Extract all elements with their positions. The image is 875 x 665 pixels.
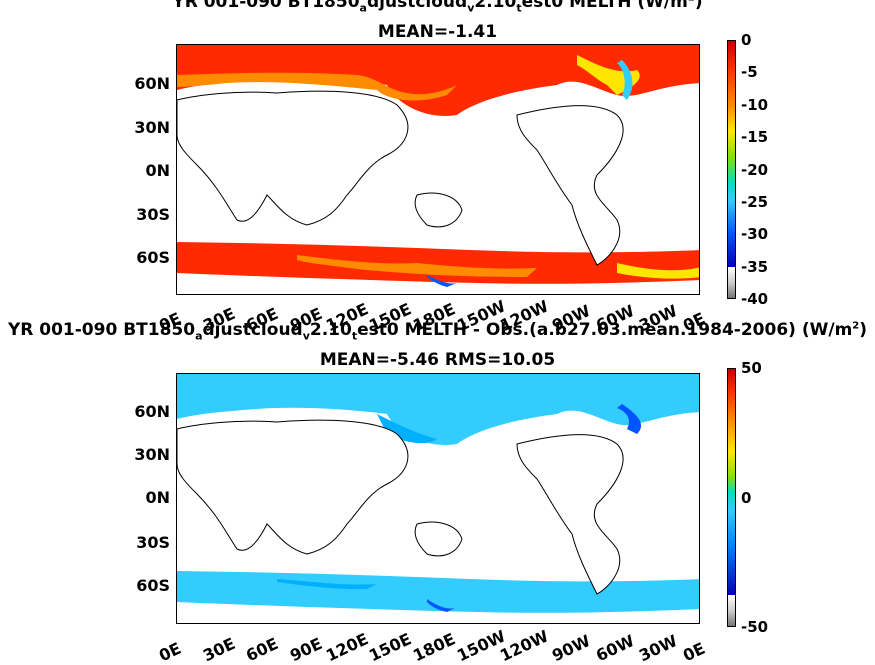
panel2-title: YR 001-090 BT1850adjustcloudv2.10test0 M… xyxy=(7,320,868,343)
panel2-lat-label: 30S xyxy=(136,533,170,552)
panel1-colorbar-tick: -5 xyxy=(741,63,758,82)
panel2-lon-label: 120E xyxy=(322,629,371,665)
panel1-lat-label: 60N xyxy=(134,74,170,93)
panel2-lon-label: 0E xyxy=(680,638,709,665)
panel1-map xyxy=(176,44,700,295)
panel1-subtitle: MEAN=-1.41 xyxy=(377,22,498,42)
panel2-lon-label: 0E xyxy=(156,638,185,665)
panel2-lon-label: 150E xyxy=(366,629,415,665)
panel1-colorbar-tick: -20 xyxy=(741,160,769,179)
panel2-colorbar-tick: 50 xyxy=(741,359,762,377)
panel1-colorbar-tick: 0 xyxy=(741,31,752,49)
panel2-lon-label: 30E xyxy=(199,633,238,665)
panel1-colorbar-tick: -30 xyxy=(741,225,769,244)
panel1-colorbar xyxy=(727,40,736,299)
panel1-colorbar-tick: -35 xyxy=(741,257,769,276)
panel1-title: YR 001-090 BT1850adjustcloudv2.10test0 M… xyxy=(172,0,703,15)
panel1-colorbar-tick: -15 xyxy=(741,128,769,147)
panel2-subtitle: MEAN=-5.46 RMS=10.05 xyxy=(319,350,556,370)
panel2-lat-label: 0N xyxy=(145,488,170,507)
panel2-lon-label: 90W xyxy=(549,631,594,665)
panel2-map xyxy=(176,373,700,624)
panel2-lat-label: 30N xyxy=(134,445,170,464)
panel1-map-field xyxy=(177,45,699,287)
panel2-lat-label: 60S xyxy=(136,576,170,595)
panel2-lon-label: 90E xyxy=(287,633,326,665)
panel2-lat-label: 60N xyxy=(134,402,170,421)
panel1-colorbar-tick: -10 xyxy=(741,95,769,114)
panel2-lon-label: 30W xyxy=(636,631,681,665)
panel2-lon-label: 60W xyxy=(592,631,637,665)
panel1-colorbar-tick: -40 xyxy=(741,290,769,308)
panel1-lat-label: 30N xyxy=(134,118,170,137)
panel2-colorbar xyxy=(727,368,736,627)
panel1-lat-label: 30S xyxy=(136,205,170,224)
panel2-map-field xyxy=(177,374,699,613)
panel2-lon-label: 180E xyxy=(410,629,459,665)
panel2-colorbar-tick: -50 xyxy=(741,618,769,636)
panel2-lon-label: 60E xyxy=(243,633,282,665)
panel2-lon-label: 120W xyxy=(497,626,552,665)
panel1-lat-label: 60S xyxy=(136,248,170,267)
panel1-colorbar-tick: -25 xyxy=(741,192,769,211)
panel2-colorbar-tick: 0 xyxy=(741,488,752,507)
panel1-lat-label: 0N xyxy=(145,161,170,180)
